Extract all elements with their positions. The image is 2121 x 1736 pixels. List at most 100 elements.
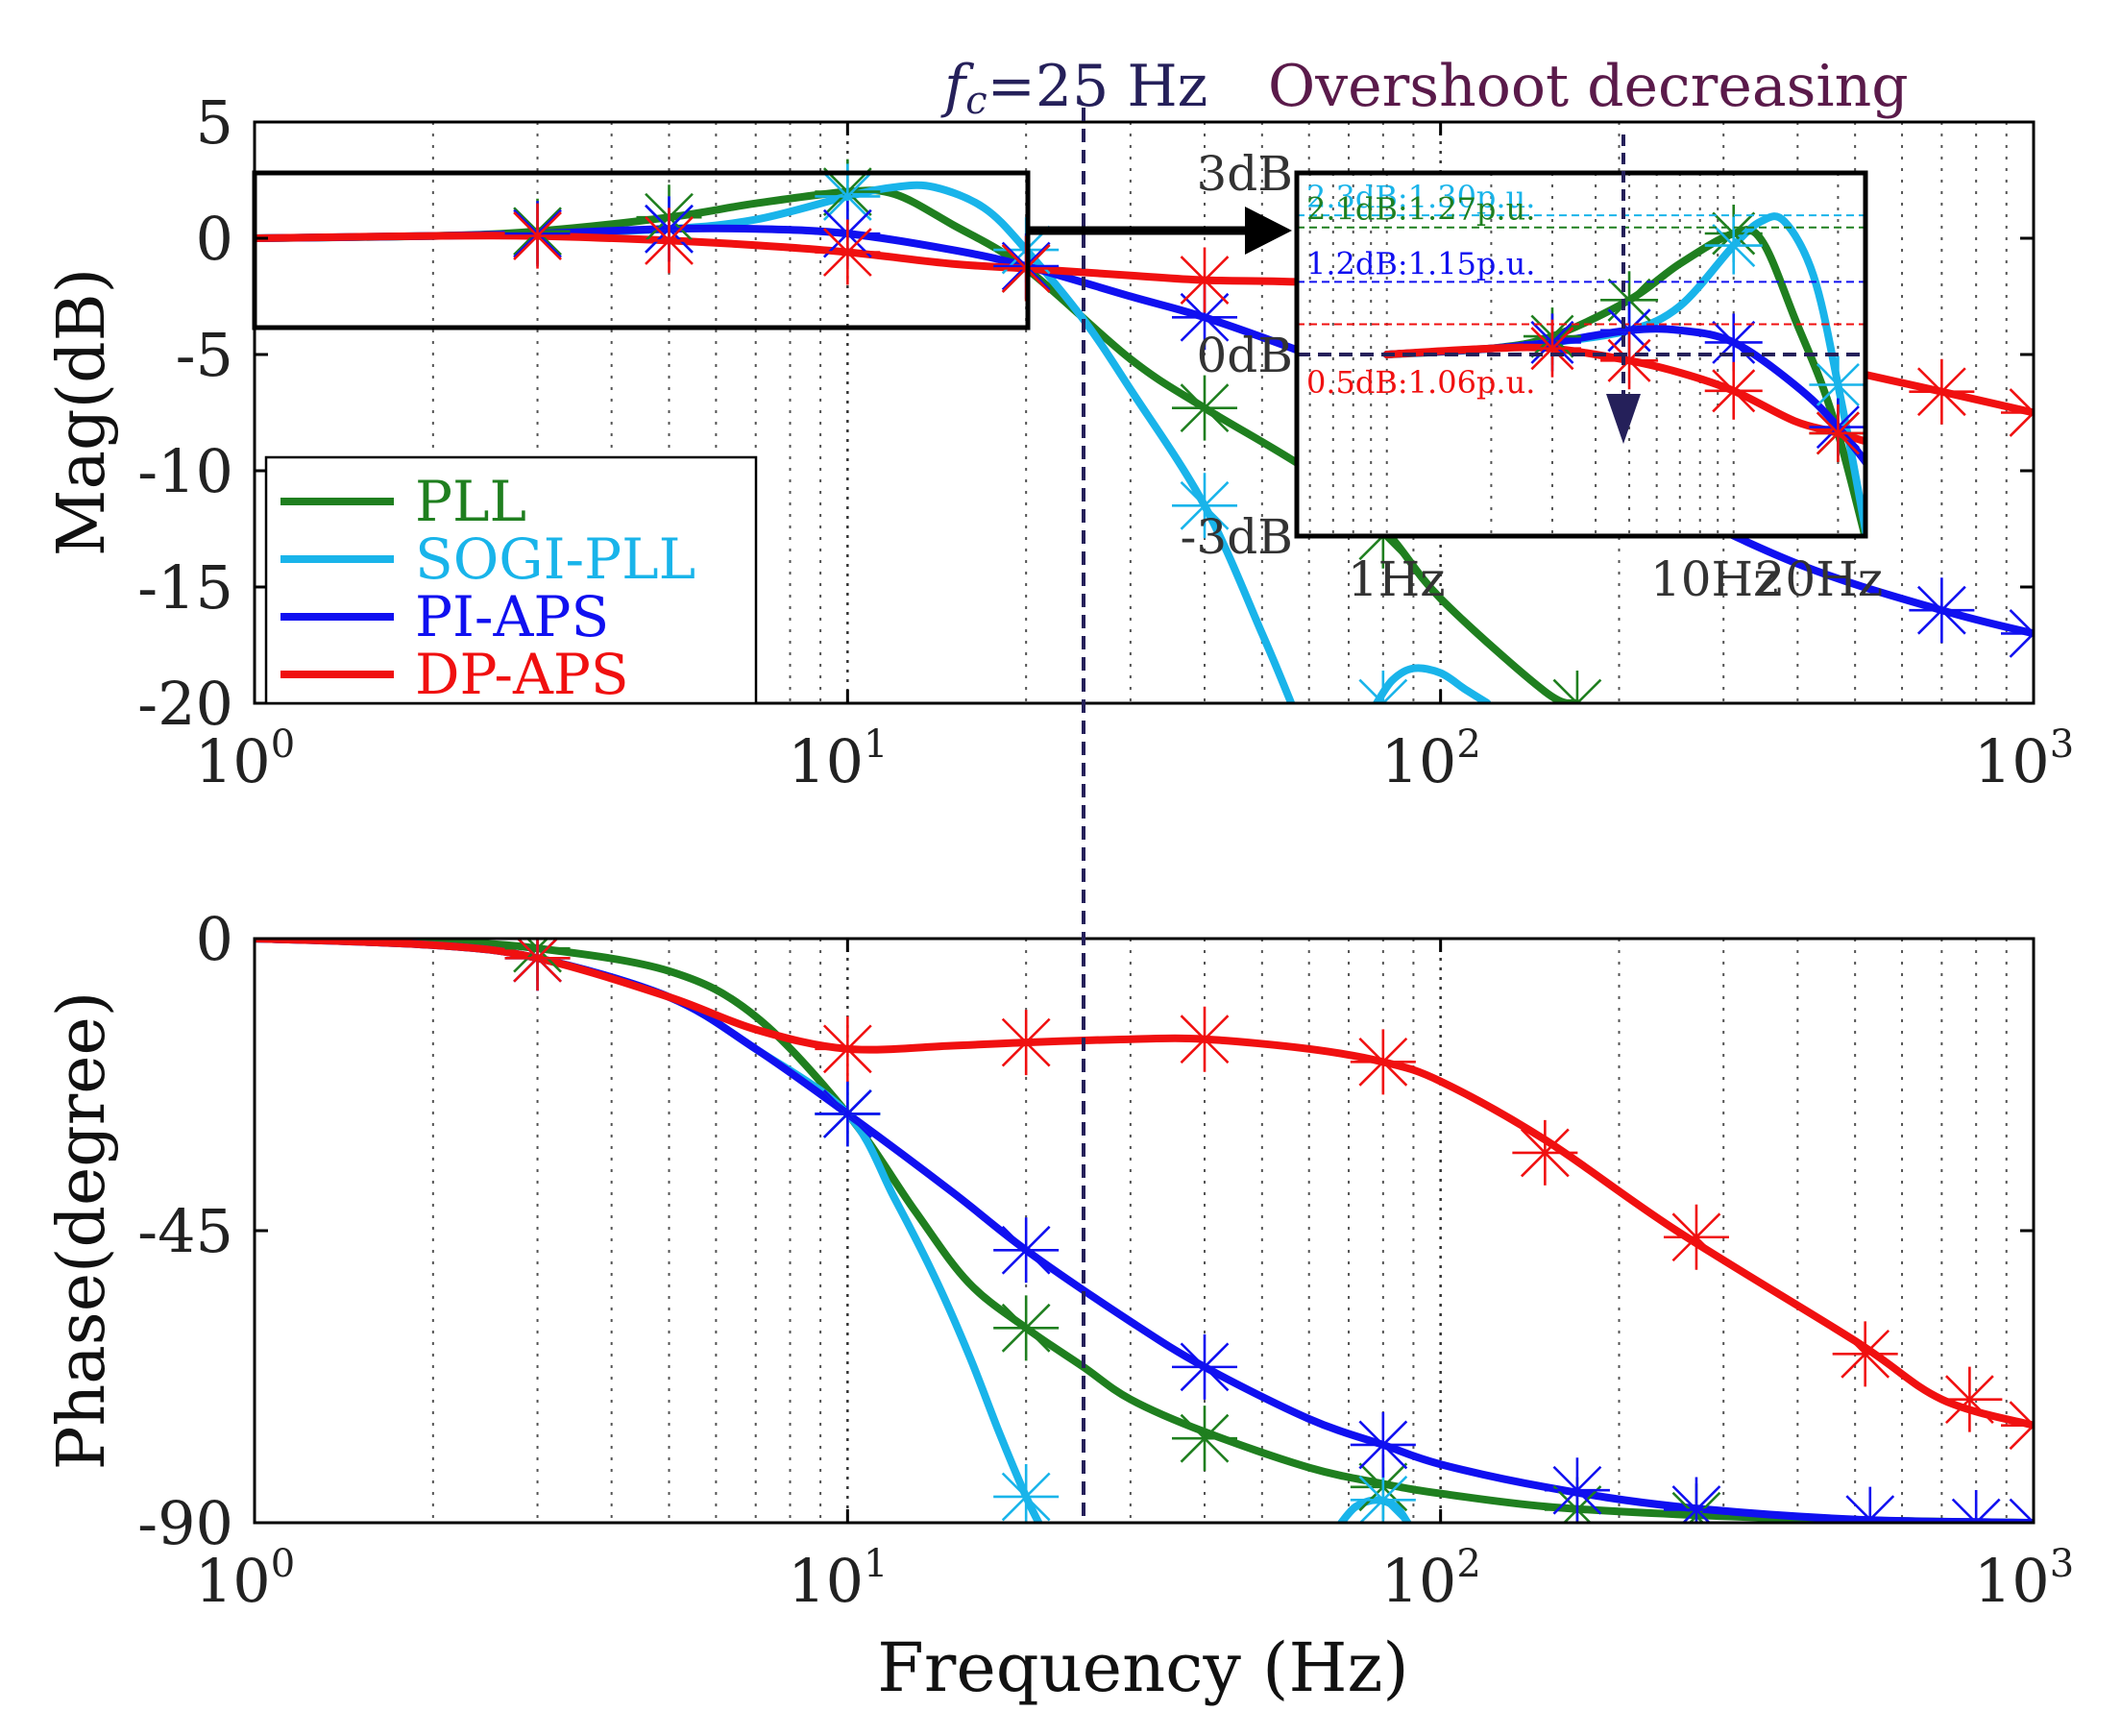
peak-label-1: 2.1dB:1.27p.u. <box>1306 191 1535 228</box>
x-tick-exponent: 3 <box>2050 722 2074 767</box>
x-tick-base: 10 <box>1974 1546 2050 1616</box>
x-tick-label: 102 <box>1380 722 1480 796</box>
marker-sogi-pll <box>993 1463 1060 1523</box>
cutoff-label: fc=25 Hz <box>940 53 1207 123</box>
inset-marker-dp-aps <box>1600 331 1659 390</box>
y-tick-label: 0 <box>196 904 233 974</box>
marker-dp-aps <box>504 939 571 991</box>
x-tick-label: 103 <box>1974 1542 2074 1616</box>
y-tick-label: -45 <box>137 1196 233 1266</box>
curve-pi-aps <box>1382 325 1865 469</box>
inset-x-label: 1Hz <box>1348 551 1446 607</box>
legend-label-pll: PLL <box>415 469 526 534</box>
marker-dp-aps <box>504 203 571 269</box>
magnitude-y-ticks: 5 0 -5 -10 -15 -20 <box>137 87 2034 739</box>
curve-sogi-pll-lobe <box>1373 664 1492 703</box>
phase-markers <box>504 939 2034 1523</box>
x-tick-base: 10 <box>1380 726 1456 796</box>
marker-pi-aps <box>815 1081 881 1147</box>
x-tick-exponent: 1 <box>864 722 888 767</box>
y-tick-label: -20 <box>137 669 233 739</box>
x-tick-exponent: 3 <box>2050 1542 2074 1586</box>
marker-pll <box>1544 671 1610 703</box>
inset-peak-annotations: 2.3dB:1.30p.u.2.1dB:1.27p.u. 1.2dB:1.15p.… <box>1297 179 1865 401</box>
marker-pi-aps <box>1350 1411 1416 1478</box>
x-tick-label: 103 <box>1974 722 2074 796</box>
legend-label-sogi-pll: SOGI-PLL <box>415 526 695 592</box>
overshoot-arrow <box>1606 134 1641 444</box>
curve-dp-aps <box>1382 343 1865 446</box>
inset-grid <box>1308 173 1840 536</box>
inset-marker-pll <box>1600 271 1659 330</box>
marker-dp-aps <box>636 208 702 274</box>
inset-curves <box>1382 212 1865 536</box>
marker-pi-aps <box>2001 1490 2034 1523</box>
marker-pll <box>993 1295 1060 1361</box>
phase-x-ticks: 100 101 102 103 <box>195 939 2074 1616</box>
inset-frame <box>1294 170 1868 539</box>
magnitude-y-label: Mag(dB) <box>44 268 120 556</box>
marker-dp-aps <box>1172 1006 1238 1072</box>
marker-pi-aps <box>1943 1490 2010 1523</box>
inset-zoom: 2.3dB:1.30p.u.2.1dB:1.27p.u. 1.2dB:1.15p.… <box>1181 134 1884 607</box>
marker-pi-aps <box>1663 1477 1729 1523</box>
marker-sogi-pll <box>1350 671 1416 703</box>
y-tick-label: -15 <box>137 552 233 623</box>
x-tick-base: 10 <box>195 1546 271 1616</box>
marker-dp-aps <box>2001 1392 2034 1458</box>
marker-dp-aps <box>1172 247 1238 313</box>
legend-label-dp-aps: DP-APS <box>415 642 629 707</box>
inset-marker-dp-aps <box>1704 361 1763 420</box>
marker-pll <box>1172 375 1238 441</box>
x-tick-exponent: 2 <box>1456 1542 1480 1586</box>
phase-plot: 0-45-90 100 101 102 103 Phase(degree) Frequ… <box>44 904 2074 1707</box>
marker-dp-aps <box>1512 1119 1578 1186</box>
inset-x-label: 10Hz <box>1650 551 1779 607</box>
marker-dp-aps <box>993 1010 1060 1076</box>
x-tick-label: 101 <box>788 722 888 796</box>
x-tick-exponent: 0 <box>271 1542 295 1586</box>
phase-y-ticks: 0 -45 -90 <box>137 904 2034 1558</box>
magnitude-x-ticks: 100 101 102 103 <box>195 122 2074 796</box>
marker-dp-aps <box>815 1015 881 1082</box>
x-tick-base: 10 <box>195 726 271 796</box>
zoom-source-box <box>252 170 1031 330</box>
y-tick-label: 0 <box>196 204 233 274</box>
inset-y-label: -3dB <box>1181 509 1293 565</box>
marker-dp-aps <box>1350 1029 1416 1095</box>
inset-x-label: 20Hz <box>1755 551 1884 607</box>
phase-y-label: Phase(degree) <box>44 991 120 1471</box>
marker-pi-aps <box>993 1217 1060 1284</box>
cutoff-label-value: =25 Hz <box>987 53 1208 120</box>
x-tick-base: 10 <box>788 726 864 796</box>
x-tick-base: 10 <box>1974 726 2050 796</box>
phase-x-label: Frequency (Hz) <box>877 1628 1408 1707</box>
y-tick-label: -10 <box>137 436 233 506</box>
x-tick-base: 10 <box>1380 1546 1456 1616</box>
inset-marker-pi-aps <box>1600 301 1659 359</box>
cutoff-label-sub: c <box>965 79 987 123</box>
overshoot-title: Overshoot decreasing <box>1268 53 1909 120</box>
inset-marker-sogi-pll <box>1704 216 1763 275</box>
inset-y-label: 0dB <box>1196 328 1293 383</box>
zoom-arrow <box>1028 207 1292 255</box>
x-tick-exponent: 2 <box>1456 722 1480 767</box>
marker-dp-aps <box>1832 1321 1898 1387</box>
marker-dp-aps <box>1663 1204 1729 1270</box>
peak-label-0: 2.3dB:1.30p.u. <box>1306 179 1535 215</box>
inset-y-label: 3dB <box>1196 146 1293 202</box>
marker-pi-aps <box>1172 284 1238 351</box>
inset-marker-dp-aps <box>1523 319 1581 378</box>
y-tick-label: -90 <box>137 1488 233 1558</box>
x-tick-label: 100 <box>195 722 295 796</box>
inset-y-ticks: 3dB 0dB -3dB <box>1181 146 1293 565</box>
inset-marker-dp-aps <box>1809 403 1865 462</box>
marker-dp-aps <box>1937 1366 2003 1432</box>
x-tick-base: 10 <box>788 1546 864 1616</box>
marker-dp-aps <box>1909 358 1975 425</box>
y-tick-label: -5 <box>176 320 233 390</box>
peak-label-3: 0.5dB:1.06p.u. <box>1306 364 1535 401</box>
x-tick-exponent: 1 <box>864 1542 888 1586</box>
